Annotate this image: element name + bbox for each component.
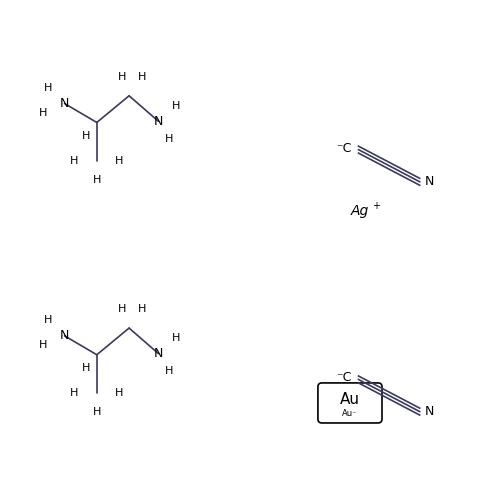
Text: H: H [70,388,79,398]
Text: +: + [372,200,380,211]
Text: H: H [118,72,126,82]
Text: H: H [82,363,91,373]
Text: H: H [138,304,146,314]
Text: H: H [92,407,101,417]
Text: N: N [425,175,434,188]
Text: N: N [154,115,163,128]
Text: N: N [425,405,434,418]
Text: H: H [172,333,180,343]
Text: H: H [172,101,180,111]
Text: H: H [115,156,123,166]
Text: H: H [44,83,52,93]
Text: H: H [44,316,52,326]
Text: H: H [39,340,48,350]
Text: N: N [154,347,163,360]
Text: H: H [165,134,173,144]
Text: ⁻C: ⁻C [336,142,351,155]
Text: H: H [82,131,91,141]
Text: Au: Au [340,392,360,407]
Text: H: H [39,108,48,118]
Text: H: H [115,388,123,398]
Text: Ag: Ag [351,204,369,219]
Text: H: H [70,156,79,166]
Text: H: H [118,304,126,314]
Text: H: H [165,366,173,376]
Text: ⁻C: ⁻C [336,371,351,385]
FancyBboxPatch shape [318,383,382,423]
Text: N: N [60,97,69,110]
Text: H: H [138,72,146,82]
Text: Au⁻: Au⁻ [342,409,358,417]
Text: N: N [60,330,69,342]
Text: H: H [92,175,101,185]
